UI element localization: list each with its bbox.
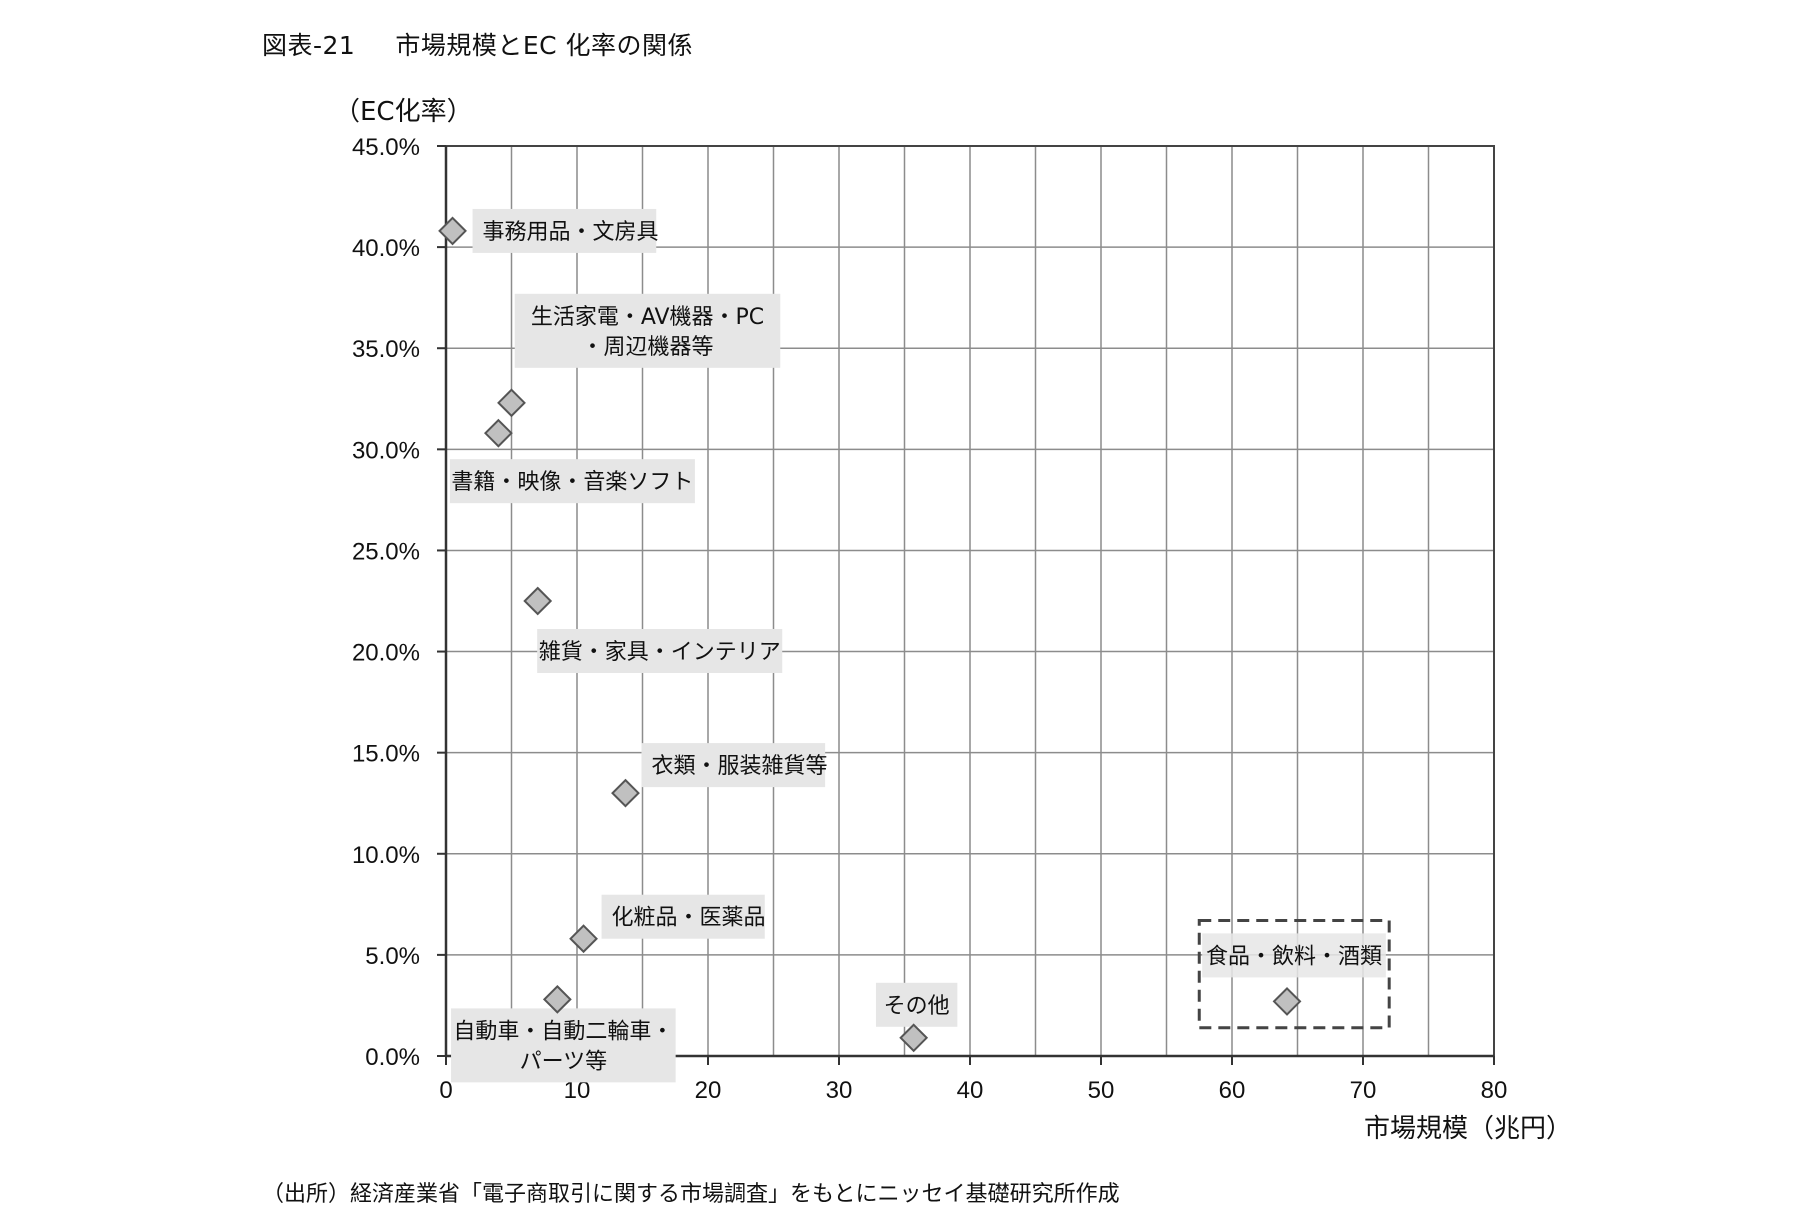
data-point-marker: [569, 924, 598, 954]
source-note: （出所）経済産業省「電子商取引に関する市場調査」をもとにニッセイ基礎研究所作成: [262, 1182, 1120, 1207]
y-tick-label: 15.0%: [352, 741, 420, 768]
y-axis-label: （EC化率）: [334, 97, 473, 127]
point-label: 食品・飲料・酒類: [1202, 933, 1386, 978]
tick-labels: 0.0% 5.0% 10.0% 15.0% 20.0% 25.0% 30.0% 35.0% 40…: [352, 134, 1507, 1104]
point-label-text: 生活家電・AV機器・PC: [531, 305, 764, 330]
data-point-marker: [483, 418, 513, 448]
x-tick-label: 30: [826, 1077, 853, 1104]
point-label-text: 化粧品・医薬品: [612, 906, 766, 931]
data-points: [438, 216, 1302, 1053]
x-axis-label: 市場規模（兆円）: [1364, 1114, 1572, 1144]
highlight-box: [1197, 919, 1391, 1030]
x-tick-label: 70: [1350, 1077, 1377, 1104]
point-label: 生活家電・AV機器・PC ・周辺機器等: [514, 293, 781, 368]
y-tick-label: 25.0%: [352, 538, 420, 565]
x-tick-label: 40: [957, 1077, 984, 1104]
y-tick-label: 40.0%: [352, 235, 420, 262]
label-background: [601, 894, 765, 939]
point-label: 自動車・自動二輪車・パーツ等: [451, 1008, 676, 1083]
y-tick-label: 10.0%: [352, 842, 420, 869]
point-label: 衣類・服装雑貨等: [641, 743, 827, 788]
point-label: 雑貨・家具・インテリア: [537, 629, 783, 673]
figure-number: 図表-21: [262, 31, 356, 60]
y-tick-label: 0.0%: [365, 1044, 420, 1071]
label-background: [875, 982, 958, 1027]
point-label-text: ・周辺機器等: [581, 335, 713, 360]
point-label-text: 食品・飲料・酒類: [1206, 944, 1382, 969]
data-point-marker: [899, 1023, 929, 1053]
point-label: その他: [875, 982, 958, 1027]
x-tick-label: 0: [439, 1077, 452, 1104]
label-background: [514, 293, 781, 368]
figure-title-text: 市場規模とEC 化率の関係: [395, 31, 694, 60]
data-point-marker: [542, 984, 572, 1014]
label-background: [451, 1008, 676, 1083]
y-tick-label: 30.0%: [352, 437, 420, 464]
point-label-text: 雑貨・家具・インテリア: [539, 640, 781, 665]
point-label-text: 衣類・服装雑貨等: [651, 754, 827, 779]
point-label-text: 事務用品・文房具: [483, 220, 659, 245]
point-label: 書籍・映像・音楽ソフト: [449, 459, 695, 504]
y-tick-label: 20.0%: [352, 640, 420, 667]
label-background: [449, 459, 695, 504]
x-tick-label: 80: [1481, 1077, 1508, 1104]
x-tick-label: 50: [1088, 1077, 1115, 1104]
axes: [437, 145, 1495, 1065]
y-tick-label: 5.0%: [365, 943, 420, 970]
point-label: 事務用品・文房具: [472, 208, 659, 253]
y-tick-label: 35.0%: [352, 336, 420, 363]
y-tick-label: 45.0%: [352, 134, 420, 161]
label-background: [472, 208, 657, 253]
label-background: [537, 629, 783, 673]
x-tick-label: 20: [695, 1077, 722, 1104]
point-label-text: パーツ等: [520, 1049, 608, 1074]
point-label-text: 書籍・映像・音楽ソフト: [451, 470, 693, 495]
data-point-marker: [523, 586, 553, 616]
x-tick-label: 60: [1219, 1077, 1246, 1104]
figure-title: 図表-21 市場規模とEC 化率の関係: [262, 26, 693, 62]
data-point-marker: [1272, 986, 1302, 1016]
data-point-marker: [438, 216, 467, 246]
data-point-marker: [497, 388, 526, 418]
label-background: [1202, 933, 1386, 978]
point-label: 化粧品・医薬品: [601, 894, 766, 939]
point-label-text: その他: [884, 994, 950, 1019]
point-label-text: 自動車・自動二輪車・: [453, 1019, 673, 1044]
data-point-marker: [611, 778, 640, 808]
label-background: [641, 743, 826, 788]
